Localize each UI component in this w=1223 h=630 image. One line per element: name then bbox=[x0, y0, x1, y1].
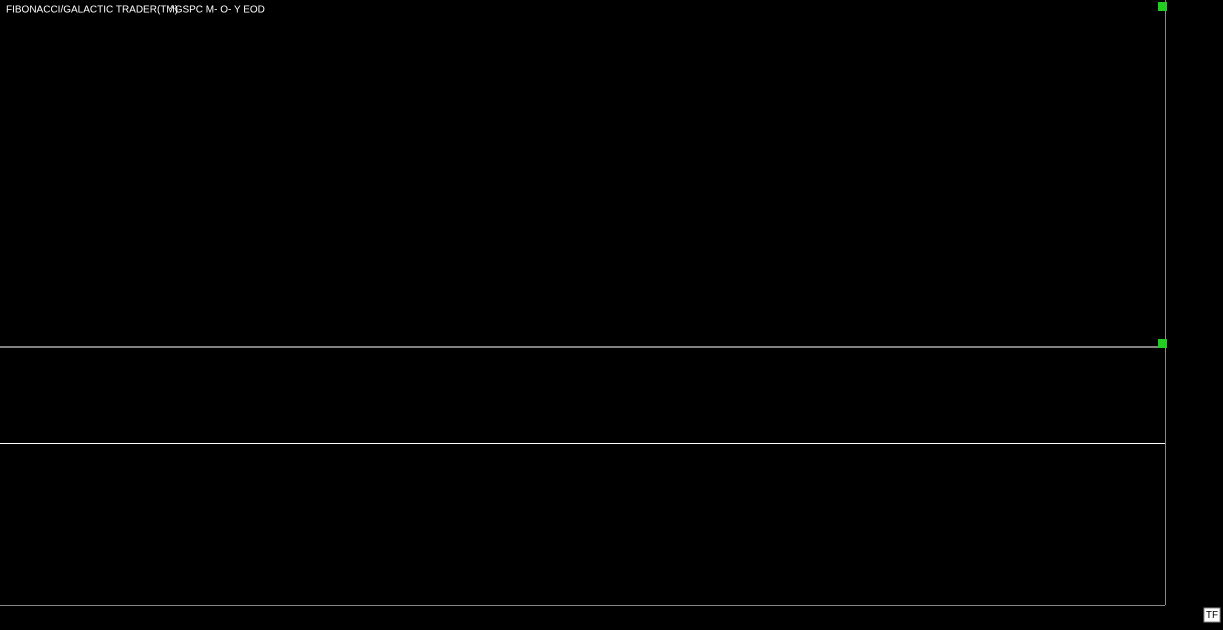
chart-subtitle: ^GSPC M- O- Y EOD bbox=[170, 5, 265, 16]
tf-button[interactable] bbox=[1203, 607, 1221, 623]
pane-marker bbox=[1158, 339, 1167, 348]
chart-title: FIBONACCI/GALACTIC TRADER(TM) bbox=[6, 5, 178, 16]
tf-button-label[interactable]: TF bbox=[1206, 610, 1218, 621]
pane-marker bbox=[1158, 2, 1167, 11]
